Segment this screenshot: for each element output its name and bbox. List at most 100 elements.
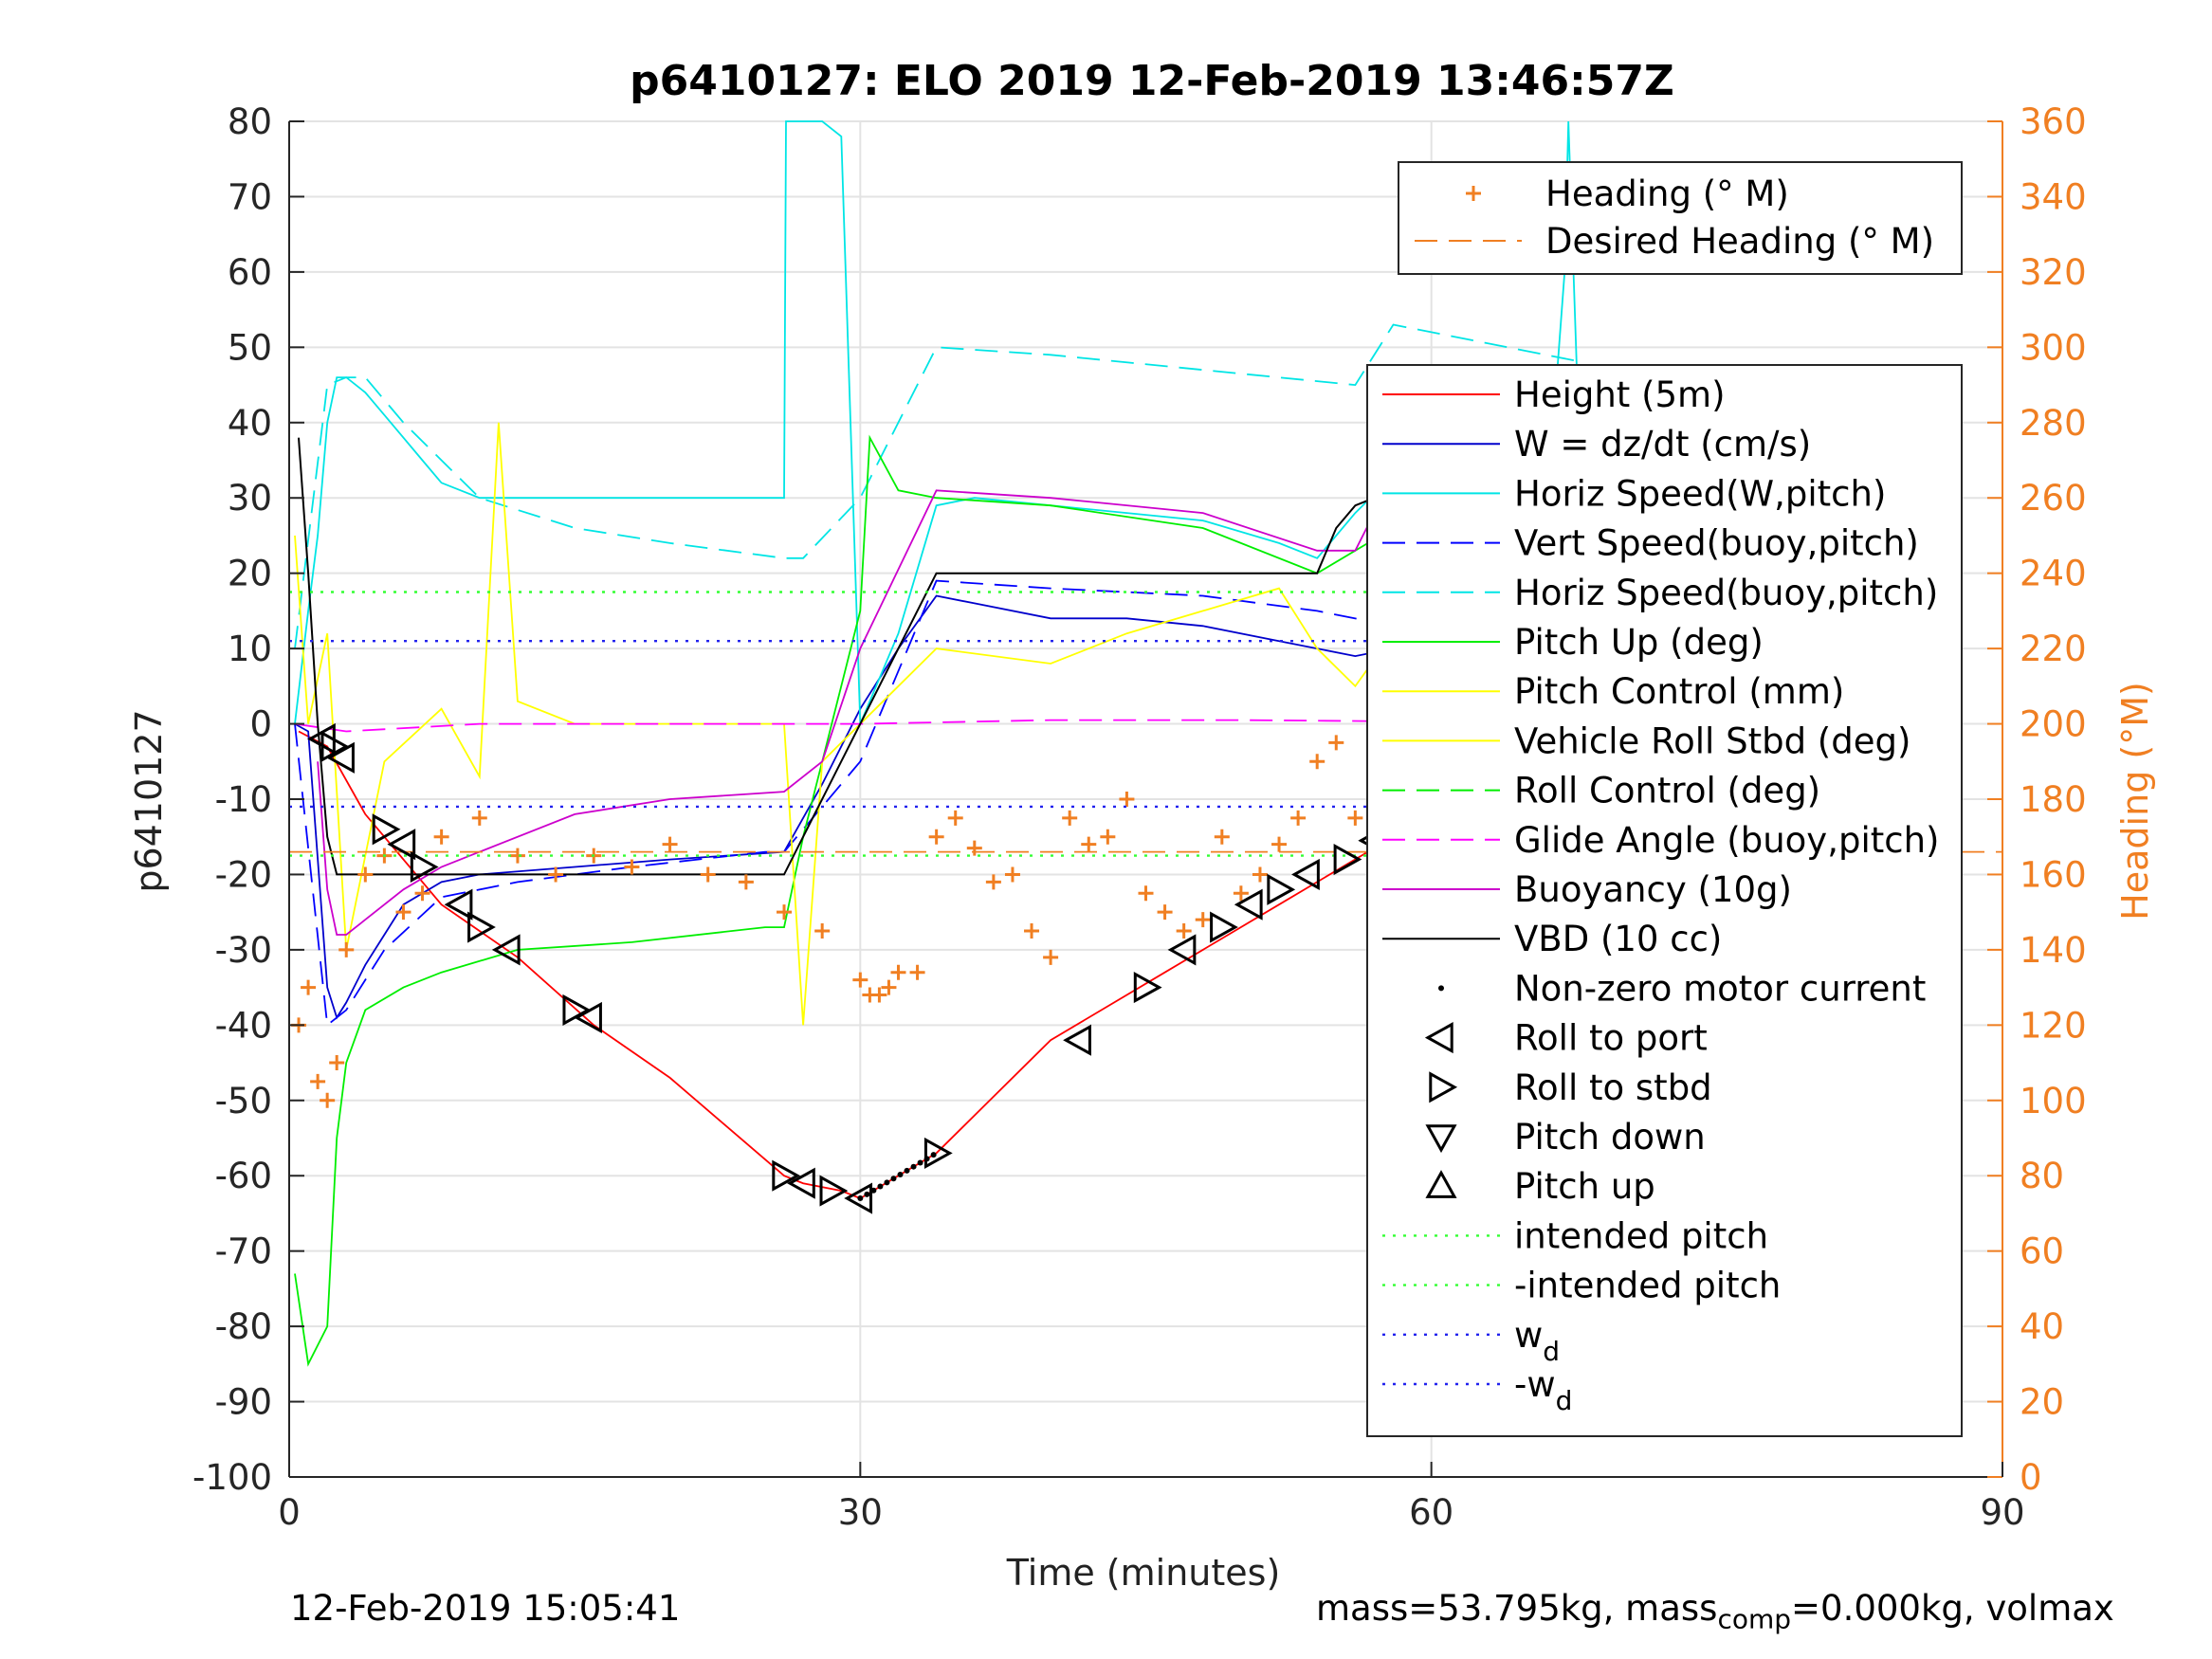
series-line — [294, 323, 1584, 649]
heading-point — [947, 810, 963, 826]
legend-label: Pitch Up (deg) — [1514, 622, 1764, 663]
legend-label: Pitch Control (mm) — [1514, 671, 1844, 712]
legend-label: W = dz/dt (cm/s) — [1514, 424, 1811, 465]
heading-point — [777, 904, 793, 921]
roll-port-marker — [574, 1001, 602, 1033]
y-right-tick-label: 340 — [2020, 176, 2087, 217]
y-right-tick-label: 100 — [2020, 1081, 2087, 1121]
motor-current-dot — [917, 1159, 923, 1166]
motor-current-dot — [877, 1183, 884, 1190]
legend-label: intended pitch — [1514, 1215, 1768, 1256]
legend-label: Height (5m) — [1514, 374, 1726, 415]
heading-point — [881, 979, 897, 995]
footer-mass-sub: comp — [1717, 1603, 1792, 1635]
y-right-tick-label: 120 — [2020, 1005, 2087, 1046]
heading-point — [1043, 949, 1059, 965]
roll-port-marker — [1234, 888, 1263, 921]
legend-label: Roll to stbd — [1514, 1067, 1712, 1108]
heading-point — [1328, 735, 1344, 751]
y-tick-label: 0 — [249, 704, 272, 745]
y-right-tick-label: 360 — [2020, 101, 2087, 142]
heading-point — [471, 810, 487, 826]
y-axis-right-label: Heading (°M) — [2114, 682, 2156, 921]
roll-port-marker — [326, 741, 355, 774]
y-tick-label: 80 — [228, 101, 272, 142]
roll-stbd-marker — [772, 1159, 801, 1192]
legend-heading-box — [1398, 161, 1963, 275]
y-tick-label: 30 — [228, 478, 272, 519]
legend-swatch — [1425, 1170, 1457, 1198]
legend-label: -intended pitch — [1514, 1266, 1781, 1306]
heading-point — [1252, 866, 1268, 883]
heading-point — [1214, 829, 1230, 845]
heading-point — [890, 964, 906, 980]
heading-point — [852, 972, 868, 988]
legend-label: Roll to port — [1514, 1018, 1708, 1059]
axes-group: 80706050403020100-10-20-30-40-50-60-70-8… — [192, 101, 2087, 1533]
series-line — [294, 719, 1584, 733]
roll-stbd-marker — [372, 813, 401, 846]
heading-point — [395, 904, 411, 921]
heading-point — [1309, 754, 1325, 770]
legend-swatch — [1424, 1022, 1453, 1054]
x-tick-label: 0 — [278, 1492, 301, 1533]
roll-port-marker — [1167, 934, 1197, 966]
y-axis-label: p6410127 — [128, 709, 170, 892]
footer-mass: mass=53.795kg, masscomp=0.000kg, volmax — [1316, 1588, 2114, 1634]
y-right-tick-label: 180 — [2020, 779, 2087, 820]
roll-port-marker — [491, 934, 521, 966]
heading-point — [928, 829, 944, 845]
legend-label: VBD (10 cc) — [1514, 919, 1722, 959]
heading-point — [966, 840, 982, 856]
y-right-tick-label: 60 — [2020, 1231, 2064, 1272]
y-right-tick-label: 0 — [2020, 1457, 2042, 1498]
heading-point — [985, 874, 1001, 890]
legend-label: Buoyancy (10g) — [1514, 869, 1792, 910]
y-tick-label: -30 — [215, 930, 272, 971]
y-right-tick-label: 200 — [2020, 704, 2087, 745]
legend-label: Vehicle Roll Stbd (deg) — [1514, 720, 1910, 761]
y-tick-label: -70 — [215, 1231, 272, 1272]
y-right-tick-label: 80 — [2020, 1156, 2064, 1196]
y-tick-label: 10 — [228, 629, 272, 669]
x-tick-label: 30 — [838, 1492, 883, 1533]
roll-stbd-marker — [410, 850, 439, 884]
x-axis-label: Time (minutes) — [1006, 1552, 1281, 1594]
roll-port-marker — [844, 1182, 873, 1214]
heading-point — [320, 1092, 336, 1108]
legend-heading: Heading (° M) Desired Heading (° M) — [1398, 161, 1963, 275]
y-tick-label: 60 — [228, 252, 272, 293]
roll-stbd-marker — [1333, 844, 1362, 876]
roll-stbd-marker — [1133, 972, 1162, 1004]
series-line — [298, 722, 1584, 1200]
roll-port-marker — [787, 1167, 815, 1199]
heading-point — [301, 979, 317, 995]
roll-port-marker — [387, 829, 416, 861]
heading-point — [814, 923, 831, 939]
y-tick-label: -100 — [192, 1457, 272, 1498]
legend-label: Non-zero motor current — [1514, 968, 1926, 1009]
y-right-tick-label: 260 — [2020, 478, 2087, 519]
heading-point — [738, 874, 754, 890]
heading-point — [624, 859, 640, 875]
heading-point — [1062, 810, 1078, 826]
legend-label: Horiz Speed(buoy,pitch) — [1514, 573, 1938, 613]
roll-port-marker — [1291, 858, 1320, 890]
y-tick-label: -50 — [215, 1081, 272, 1121]
legend-label: Pitch down — [1514, 1117, 1706, 1158]
y-right-tick-label: 240 — [2020, 554, 2087, 594]
heading-point — [433, 829, 449, 845]
y-right-tick-label: 320 — [2020, 252, 2087, 293]
legend-swatch — [1425, 1124, 1457, 1154]
y-tick-label: 50 — [228, 327, 272, 368]
y-right-tick-label: 140 — [2020, 930, 2087, 971]
heading-point — [1195, 912, 1211, 928]
legend-main: Height (5m) W = dz/dt (cm/s) Horiz Speed(W… — [1366, 364, 1963, 1437]
legend-label: Vert Speed(buoy,pitch) — [1514, 523, 1919, 564]
roll-stbd-marker — [923, 1137, 953, 1169]
roll-stbd-marker — [1210, 911, 1238, 943]
roll-stbd-marker — [1267, 873, 1296, 905]
legend-swatch — [1438, 985, 1444, 992]
roll-stbd-marker — [819, 1175, 849, 1207]
